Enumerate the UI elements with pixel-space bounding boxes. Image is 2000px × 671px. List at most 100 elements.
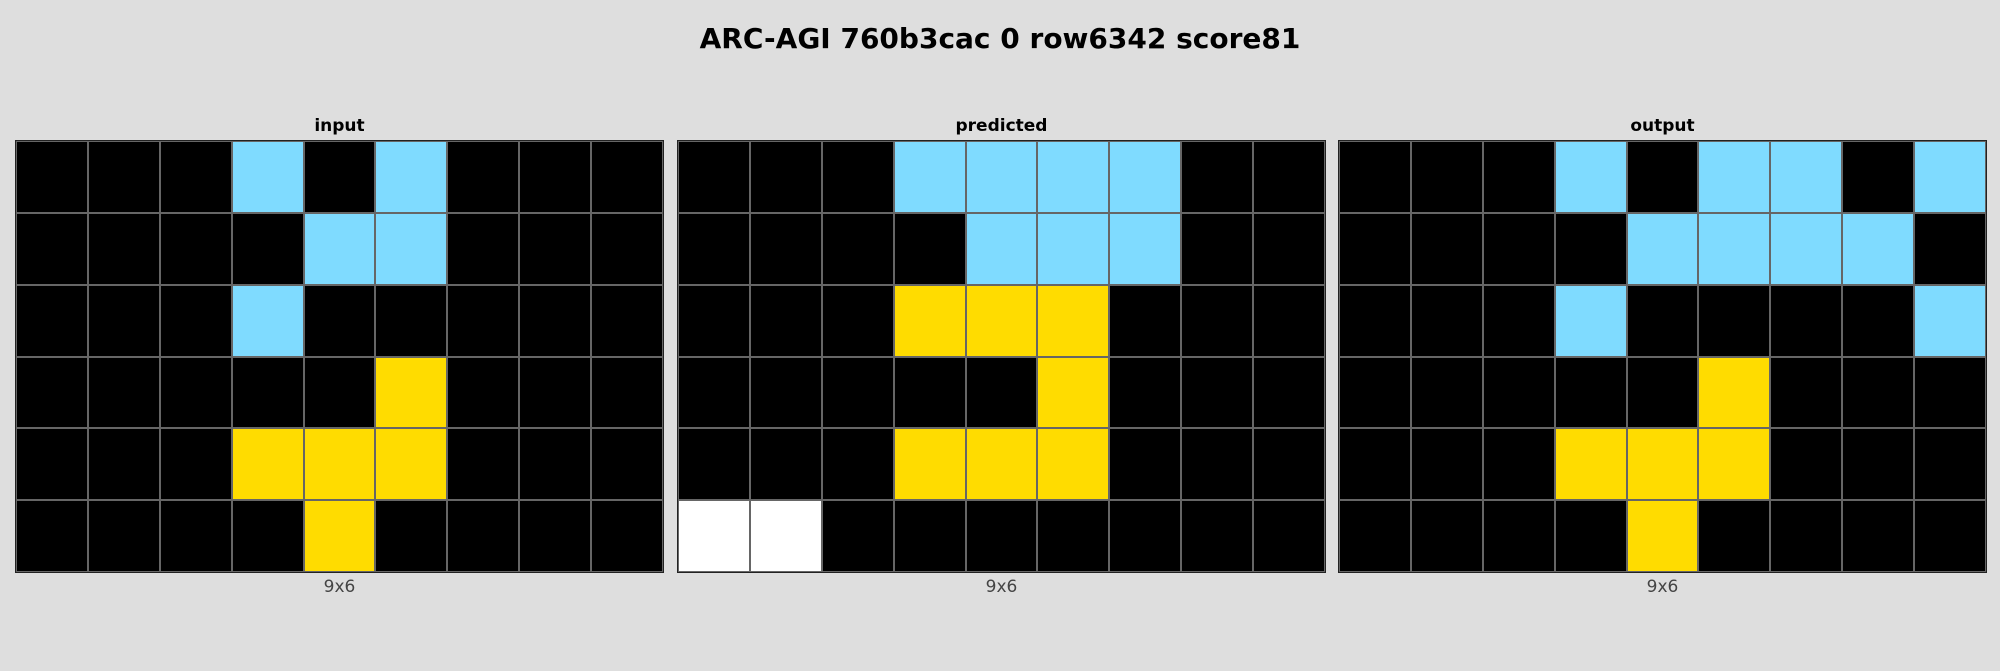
grid-cell <box>893 212 966 285</box>
grid-cell <box>303 212 376 285</box>
grid-cell <box>1554 284 1627 357</box>
grid-cell <box>1410 141 1483 213</box>
grid-cell <box>1037 356 1110 429</box>
grid-cell <box>1914 141 1986 213</box>
grid-cell <box>1626 356 1699 429</box>
grid-cell <box>965 212 1038 285</box>
grid-cell <box>1842 284 1915 357</box>
grid-cell <box>1339 284 1411 357</box>
grid-cell <box>1554 428 1627 501</box>
grid-size-label: 9x6 <box>1646 577 1679 597</box>
grid-cell <box>1842 212 1915 285</box>
grid-cell <box>1626 141 1699 213</box>
grid-cell <box>1482 212 1555 285</box>
grid-cell <box>1914 212 1986 285</box>
grid-cell <box>1037 141 1110 213</box>
grid-cell <box>1770 284 1843 357</box>
grid-cell <box>1410 212 1483 285</box>
grid-cell <box>231 428 304 501</box>
grid-cell <box>591 141 663 213</box>
grid-cell <box>1109 212 1182 285</box>
grid-cell <box>447 212 520 285</box>
grid-cell <box>1698 141 1771 213</box>
grid-cell <box>87 356 160 429</box>
grid-cell <box>16 500 88 572</box>
grid-cell <box>965 284 1038 357</box>
grid-cell <box>1339 212 1411 285</box>
grid-cell <box>1770 141 1843 213</box>
grid-cell <box>821 428 894 501</box>
grid-cell <box>1181 356 1254 429</box>
grid-cell <box>591 356 663 429</box>
grid-cell <box>1770 212 1843 285</box>
grid-cell <box>1770 428 1843 501</box>
grid-cell <box>678 356 750 429</box>
grid-cell <box>16 356 88 429</box>
predicted-grid <box>677 140 1326 573</box>
grid-size-label: 9x6 <box>985 577 1018 597</box>
grid-cell <box>1698 284 1771 357</box>
grid-cell <box>1626 500 1699 572</box>
grid-cell <box>893 428 966 501</box>
grid-cell <box>16 212 88 285</box>
grid-cell <box>447 284 520 357</box>
grid-cell <box>1181 141 1254 213</box>
grid-cell <box>1410 500 1483 572</box>
grid-cell <box>303 428 376 501</box>
grid-cell <box>231 141 304 213</box>
grid-cell <box>1482 141 1555 213</box>
grid-cell <box>1253 428 1325 501</box>
grid-cell <box>1698 212 1771 285</box>
grid-cell <box>1181 284 1254 357</box>
grid-cell <box>1554 500 1627 572</box>
grid-cell <box>447 428 520 501</box>
grid-cell <box>447 500 520 572</box>
grid-cell <box>87 212 160 285</box>
grid-cell <box>1698 428 1771 501</box>
grid-cell <box>303 500 376 572</box>
grid-cell <box>749 141 822 213</box>
grid-cell <box>1181 212 1254 285</box>
panel-label-input: input <box>314 116 365 136</box>
grid-cell <box>303 284 376 357</box>
grid-cell <box>965 500 1038 572</box>
grid-cell <box>1339 356 1411 429</box>
grid-cell <box>749 500 822 572</box>
grid-cell <box>87 141 160 213</box>
grid-cell <box>1914 428 1986 501</box>
grid-cell <box>1253 500 1325 572</box>
grid-cell <box>1626 212 1699 285</box>
grid-cell <box>519 428 592 501</box>
grid-cell <box>1554 212 1627 285</box>
grid-cell <box>87 428 160 501</box>
input-grid <box>15 140 664 573</box>
grid-cell <box>965 356 1038 429</box>
grid-cell <box>1339 428 1411 501</box>
grid-cell <box>678 284 750 357</box>
grid-cell <box>1842 356 1915 429</box>
panel-label-output: output <box>1630 116 1695 136</box>
figure-title: ARC-AGI 760b3cac 0 row6342 score81 <box>699 22 1301 55</box>
grid-cell <box>1410 356 1483 429</box>
grid-cell <box>519 284 592 357</box>
grid-cell <box>1253 356 1325 429</box>
grid-cell <box>1842 428 1915 501</box>
grid-cell <box>1482 500 1555 572</box>
grid-cell <box>1109 500 1182 572</box>
output-panel: output 9x6 <box>1338 114 1987 598</box>
grid-cell <box>1482 284 1555 357</box>
grid-cell <box>893 141 966 213</box>
grid-cell <box>1770 356 1843 429</box>
grid-cell <box>1109 141 1182 213</box>
grid-cell <box>1770 500 1843 572</box>
grid-cell <box>591 284 663 357</box>
grid-cell <box>821 212 894 285</box>
grid-cell <box>159 428 232 501</box>
grid-cell <box>1253 212 1325 285</box>
grid-cell <box>375 356 448 429</box>
grid-cell <box>159 356 232 429</box>
grid-cell <box>1410 428 1483 501</box>
grid-cell <box>303 356 376 429</box>
grid-cell <box>965 141 1038 213</box>
grid-cell <box>678 428 750 501</box>
